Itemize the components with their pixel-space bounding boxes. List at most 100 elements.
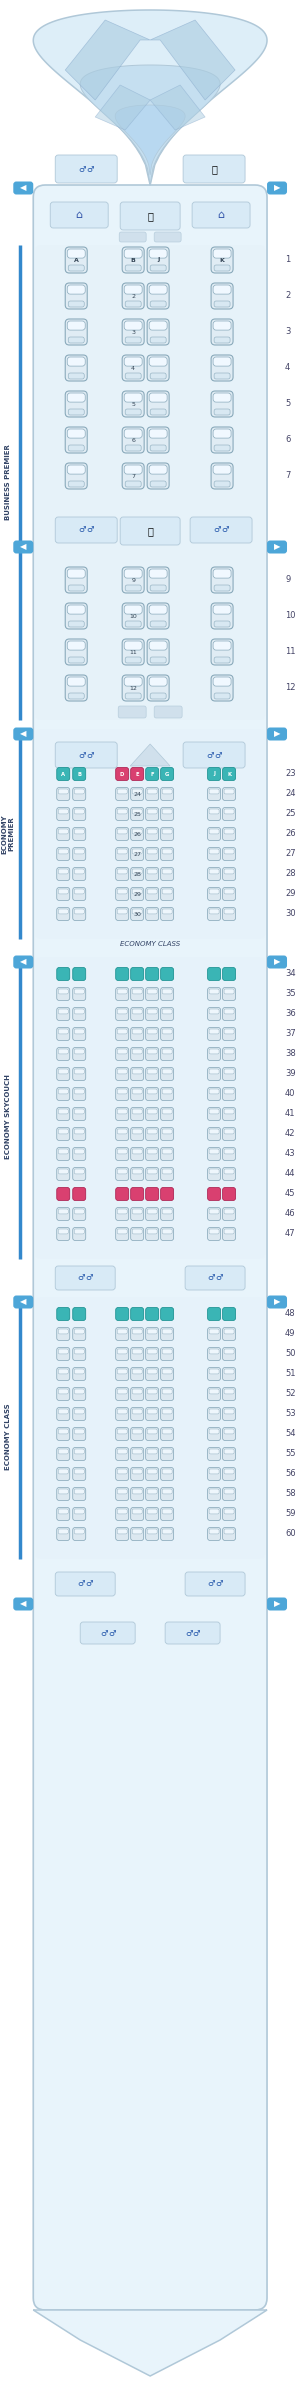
FancyBboxPatch shape: [67, 322, 85, 329]
FancyBboxPatch shape: [208, 1129, 220, 1141]
FancyBboxPatch shape: [208, 828, 220, 840]
FancyBboxPatch shape: [116, 1408, 129, 1420]
Text: 42: 42: [285, 1129, 296, 1138]
FancyBboxPatch shape: [67, 248, 85, 258]
Text: ♂: ♂: [214, 752, 222, 759]
FancyBboxPatch shape: [58, 869, 68, 873]
Text: 41: 41: [285, 1109, 296, 1119]
FancyBboxPatch shape: [214, 656, 230, 663]
FancyBboxPatch shape: [224, 790, 234, 795]
FancyBboxPatch shape: [209, 828, 219, 835]
FancyBboxPatch shape: [116, 1389, 129, 1401]
FancyBboxPatch shape: [160, 806, 174, 821]
Text: 5: 5: [285, 398, 290, 408]
FancyBboxPatch shape: [160, 1067, 174, 1081]
FancyBboxPatch shape: [122, 320, 144, 346]
FancyBboxPatch shape: [223, 1167, 236, 1181]
Text: 4: 4: [285, 363, 290, 372]
FancyBboxPatch shape: [162, 1088, 172, 1093]
FancyBboxPatch shape: [223, 1508, 236, 1520]
Text: E: E: [135, 771, 139, 775]
FancyBboxPatch shape: [267, 542, 287, 554]
FancyBboxPatch shape: [190, 518, 252, 544]
FancyBboxPatch shape: [213, 429, 231, 439]
FancyBboxPatch shape: [146, 1427, 159, 1441]
FancyBboxPatch shape: [116, 1088, 129, 1100]
FancyBboxPatch shape: [132, 1508, 142, 1515]
Text: 12: 12: [129, 685, 137, 690]
Text: ◀: ◀: [20, 957, 26, 966]
FancyBboxPatch shape: [122, 356, 144, 382]
FancyBboxPatch shape: [57, 1367, 70, 1381]
FancyBboxPatch shape: [73, 966, 86, 981]
FancyBboxPatch shape: [146, 1348, 159, 1360]
FancyBboxPatch shape: [125, 585, 141, 592]
Text: 27: 27: [285, 849, 296, 859]
FancyBboxPatch shape: [116, 1226, 129, 1241]
FancyBboxPatch shape: [213, 642, 231, 649]
FancyBboxPatch shape: [131, 1427, 144, 1441]
FancyBboxPatch shape: [224, 1129, 234, 1133]
FancyBboxPatch shape: [208, 1467, 220, 1479]
Text: J: J: [213, 771, 215, 775]
FancyBboxPatch shape: [162, 1009, 172, 1014]
FancyBboxPatch shape: [211, 675, 233, 701]
FancyBboxPatch shape: [74, 1329, 84, 1334]
FancyBboxPatch shape: [122, 248, 144, 272]
FancyBboxPatch shape: [211, 427, 233, 453]
FancyBboxPatch shape: [58, 1028, 68, 1033]
FancyBboxPatch shape: [65, 604, 87, 630]
Text: ♂: ♂: [86, 525, 94, 534]
FancyBboxPatch shape: [162, 1109, 172, 1114]
FancyBboxPatch shape: [124, 358, 142, 365]
Text: 30: 30: [285, 909, 296, 919]
FancyBboxPatch shape: [147, 1389, 157, 1393]
FancyBboxPatch shape: [73, 1226, 86, 1241]
FancyBboxPatch shape: [124, 429, 142, 439]
FancyBboxPatch shape: [117, 1088, 127, 1093]
FancyBboxPatch shape: [74, 1028, 84, 1033]
FancyBboxPatch shape: [117, 1050, 127, 1055]
FancyBboxPatch shape: [147, 1129, 157, 1133]
FancyBboxPatch shape: [116, 1129, 129, 1141]
FancyBboxPatch shape: [65, 463, 87, 489]
FancyBboxPatch shape: [147, 828, 157, 835]
FancyBboxPatch shape: [149, 465, 167, 475]
FancyBboxPatch shape: [132, 1050, 142, 1055]
FancyBboxPatch shape: [146, 1007, 159, 1021]
Text: ▶: ▶: [274, 542, 280, 551]
FancyBboxPatch shape: [58, 1348, 68, 1353]
FancyBboxPatch shape: [57, 1389, 70, 1401]
FancyBboxPatch shape: [117, 909, 127, 914]
FancyBboxPatch shape: [162, 1210, 172, 1214]
FancyBboxPatch shape: [208, 1207, 220, 1222]
FancyBboxPatch shape: [223, 1367, 236, 1381]
FancyBboxPatch shape: [55, 742, 117, 768]
FancyBboxPatch shape: [223, 907, 236, 921]
FancyBboxPatch shape: [117, 1389, 127, 1393]
FancyBboxPatch shape: [117, 1210, 127, 1214]
FancyBboxPatch shape: [122, 639, 144, 666]
FancyBboxPatch shape: [160, 1148, 174, 1160]
FancyBboxPatch shape: [165, 1622, 220, 1644]
FancyBboxPatch shape: [117, 1348, 127, 1353]
FancyBboxPatch shape: [73, 1448, 86, 1460]
FancyBboxPatch shape: [73, 847, 86, 861]
FancyBboxPatch shape: [132, 990, 142, 995]
FancyBboxPatch shape: [146, 1389, 159, 1401]
FancyBboxPatch shape: [73, 1129, 86, 1141]
FancyBboxPatch shape: [117, 849, 127, 854]
FancyBboxPatch shape: [131, 828, 144, 840]
FancyBboxPatch shape: [147, 890, 157, 895]
FancyBboxPatch shape: [58, 1109, 68, 1114]
FancyBboxPatch shape: [74, 1169, 84, 1174]
FancyBboxPatch shape: [73, 1207, 86, 1222]
FancyBboxPatch shape: [57, 1527, 70, 1541]
FancyBboxPatch shape: [160, 1207, 174, 1222]
FancyBboxPatch shape: [57, 966, 70, 981]
FancyBboxPatch shape: [147, 1329, 157, 1334]
Text: 11: 11: [285, 647, 296, 656]
FancyBboxPatch shape: [55, 1572, 115, 1596]
Text: 46: 46: [285, 1210, 296, 1219]
FancyBboxPatch shape: [74, 1448, 84, 1453]
